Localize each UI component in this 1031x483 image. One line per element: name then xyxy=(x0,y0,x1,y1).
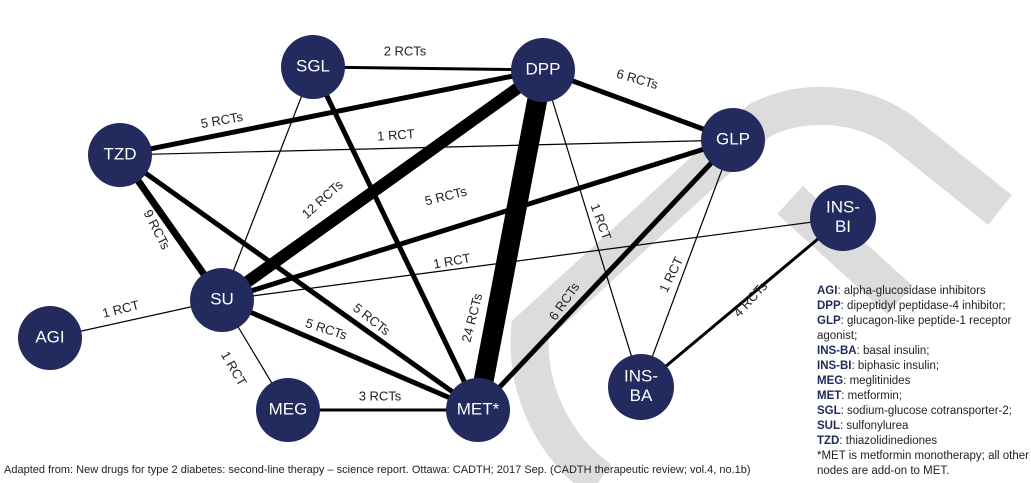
edge-sgl-met xyxy=(310,65,481,412)
edge-label-meg-met: 3 RCTs xyxy=(359,388,402,403)
edge-label-tzd-dpp: 5 RCTs xyxy=(200,109,245,131)
legend-item-ins-ba: INS-BA: basal insulin; xyxy=(817,344,1029,359)
edge-label-su-meg: 1 RCT xyxy=(218,348,250,388)
legend-text: : sulfonylurea xyxy=(840,420,909,432)
legend-text: : sodium-glucose cotransporter-2; xyxy=(840,405,1012,417)
edge-tzd-met xyxy=(118,152,480,413)
edge-label-dpp-insba: 1 RCT xyxy=(588,201,615,241)
legend-text: : alpha-glucosidase inhibitors xyxy=(837,285,986,297)
legend-abbr: MET xyxy=(817,390,842,402)
legend-text: : glucagon-like peptide-1 receptor agoni… xyxy=(817,315,1012,342)
legend-item-agi: AGI: alpha-glucosidase inhibitors xyxy=(817,284,1029,299)
node-circle-meg xyxy=(256,378,320,442)
legend-abbr: GLP xyxy=(817,315,841,327)
edge-label-dpp-glp: 6 RCTs xyxy=(615,66,661,92)
node-label-tzd: TZD xyxy=(103,144,136,163)
legend: AGI: alpha-glucosidase inhibitors DPP: di… xyxy=(817,284,1029,479)
legend-text: : thiazolidinediones xyxy=(839,435,938,447)
edge-tzd-dpp xyxy=(119,67,544,158)
edge-label-glp-insba: 1 RCT xyxy=(656,254,686,294)
node-sgl: SGL xyxy=(281,35,345,99)
edge-dpp-su xyxy=(218,65,547,305)
legend-item-ins-bi: INS-BI: biphasic insulin; xyxy=(817,359,1029,374)
node-circle-sgl xyxy=(281,35,345,99)
node-agi: AGI xyxy=(18,306,82,370)
edge-sgl-su xyxy=(221,66,314,301)
edge-dpp-glp xyxy=(542,67,734,143)
edge-su-met xyxy=(221,297,479,413)
node-circle-su xyxy=(190,268,254,332)
node-label-agi: AGI xyxy=(35,327,64,346)
node-label-glp: GLP xyxy=(716,129,750,148)
node-circle-dpp xyxy=(511,38,575,102)
edge-label-agi-su: 1 RCT xyxy=(101,297,141,321)
legend-text: : basal insulin; xyxy=(856,345,930,357)
node-label-meg: MEG xyxy=(269,399,308,418)
node-circle-insba xyxy=(608,354,674,420)
legend-abbr: INS-BA xyxy=(817,345,857,357)
legend-item-met: MET: metformin; xyxy=(817,389,1029,404)
node-circle-insbi xyxy=(810,185,876,251)
legend-item-sul: SUL: sulfonylurea xyxy=(817,419,1029,434)
node-circle-met xyxy=(446,378,510,442)
node-label-insbi: INS-BI xyxy=(826,198,860,237)
legend-text: : meglitinides xyxy=(843,375,911,387)
legend-text: : biphasic insulin; xyxy=(851,360,940,372)
legend-abbr: MEG xyxy=(817,375,844,387)
edge-label-insbi-insba: 4 RCTs xyxy=(730,278,770,320)
legend-item-sgl: SGL: sodium-glucose cotransporter-2; xyxy=(817,404,1029,419)
legend-abbr: SGL xyxy=(817,405,841,417)
node-circle-agi xyxy=(18,306,82,370)
edge-label-su-glp: 5 RCTs xyxy=(423,183,468,208)
legend-abbr: AGI xyxy=(817,285,838,297)
edge-label-su-insbi: 1 RCT xyxy=(432,250,472,271)
node-circle-tzd xyxy=(88,123,152,187)
legend-item-meg: MEG: meglitinides xyxy=(817,374,1029,389)
node-glp: GLP xyxy=(701,108,765,172)
legend-abbr: SUL xyxy=(817,420,840,432)
edge-dpp-insba xyxy=(542,69,642,388)
node-insbi: INS-BI xyxy=(810,185,876,251)
node-label-dpp: DPP xyxy=(526,59,561,78)
edge-label-dpp-met: 24 RCTs xyxy=(459,291,486,343)
legend-text: : dipeptidyl peptidase-4 inhibitor; xyxy=(840,300,1006,312)
source-citation: Adapted from: New drugs for type 2 diabe… xyxy=(4,464,751,476)
node-met: MET* xyxy=(446,378,510,442)
node-circle-glp xyxy=(701,108,765,172)
edge-su-glp xyxy=(221,137,734,303)
edge-sgl-dpp xyxy=(312,65,544,72)
legend-item-dpp: DPP: dipeptidyl peptidase-4 inhibitor; xyxy=(817,299,1029,314)
node-su: SU xyxy=(190,268,254,332)
legend-abbr: TZD xyxy=(817,435,840,447)
legend-item-tzd: TZD: thiazolidinediones xyxy=(817,434,1029,449)
node-tzd: TZD xyxy=(88,123,152,187)
legend-item-glp: GLP: glucagon-like peptide-1 receptor ag… xyxy=(817,314,1029,344)
edge-glp-met xyxy=(476,138,735,412)
node-label-su: SU xyxy=(210,289,234,308)
node-label-sgl: SGL xyxy=(296,56,330,75)
node-label-met: MET* xyxy=(457,399,500,418)
node-label-insba: INS-BA xyxy=(624,367,658,406)
legend-note: *MET is metformin monotherapy; all other… xyxy=(817,450,1029,477)
edge-label-sgl-dpp: 2 RCTs xyxy=(384,43,427,58)
edge-insbi-insba xyxy=(640,216,844,389)
edge-glp-insba xyxy=(640,139,734,388)
node-meg: MEG xyxy=(256,378,320,442)
node-insba: INS-BA xyxy=(608,354,674,420)
edge-label-tzd-glp: 1 RCT xyxy=(377,126,416,144)
legend-abbr: INS-BI xyxy=(817,360,852,372)
edge-dpp-met xyxy=(468,68,553,412)
legend-abbr: DPP xyxy=(817,300,841,312)
node-dpp: DPP xyxy=(511,38,575,102)
edge-su-insbi xyxy=(221,217,844,301)
legend-text: : metformin; xyxy=(841,390,902,402)
